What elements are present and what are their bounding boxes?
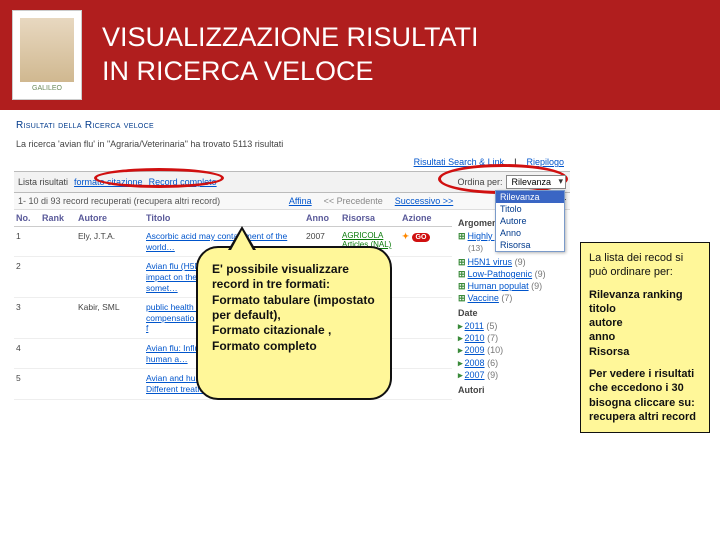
callout-line: Formato tabulare (impostato per default)… [212,293,376,324]
sort-option-autore[interactable]: Autore [496,215,564,227]
expand-icon[interactable]: ⊞ [458,293,466,303]
formato-citazione-link[interactable]: formato citazione [74,177,143,187]
cell-no: 2 [14,261,40,293]
results-heading: Risultati della Ricerca veloce [14,116,570,137]
expand-icon[interactable]: ▸ [458,321,463,331]
expand-icon[interactable]: ▸ [458,358,463,368]
search-link-link[interactable]: Risultati Search & Link [414,157,505,167]
col-autore: Autore [76,213,144,223]
callout-formats: E' possibile visualizzare record in tre … [196,246,392,400]
cell-author: Ely, J.T.A. [76,231,144,252]
callout-item: titolo [589,302,701,316]
search-summary: La ricerca 'avian flu' in "Agraria/Veter… [14,137,570,155]
prev-link[interactable]: << Precedente [324,196,383,206]
sort-option-anno[interactable]: Anno [496,227,564,239]
separator: | [514,157,516,167]
cell-rank [40,231,76,252]
filter-item[interactable]: ⊞Vaccine (7) [458,292,568,304]
slide-title: VISUALIZZAZIONE RISULTATI IN RICERCA VEL… [102,21,479,89]
title-line-1: VISUALIZZAZIONE RISULTATI [102,21,479,55]
go-button[interactable]: GO [412,233,431,242]
filter-item[interactable]: ▸2011 (5) [458,320,568,332]
table-header: No. Rank Autore Titolo Anno Risorsa Azio… [14,210,452,227]
cell-no: 4 [14,343,40,364]
col-rank: Rank [40,213,76,223]
col-risorsa: Risorsa [340,213,400,223]
filter-item[interactable]: ⊞H5N1 virus (9) [458,256,568,268]
sort-dropdown[interactable]: Rilevanza Rilevanza Titolo Autore Anno R… [506,175,566,189]
date-heading: Date [458,308,568,318]
lista-risultati-label: Lista risultati [18,177,68,187]
sort-dropdown-value: Rilevanza [511,177,551,187]
cell-author: Kabir, SML [76,302,144,334]
format-toolbar: Lista risultati formato citazione Record… [14,171,570,193]
expand-icon[interactable]: ▸ [458,333,463,343]
affina-link[interactable]: Affina [289,196,312,206]
filter-item[interactable]: ⊞Low-Pathogenic (9) [458,268,568,280]
cell-no: 3 [14,302,40,334]
cell-action: ✦ GO [400,231,440,252]
sort-dropdown-menu: Rilevanza Titolo Autore Anno Risorsa [495,190,565,252]
portrait-image [20,18,74,82]
callout-line: Formato completo [212,339,376,354]
sort-option-risorsa[interactable]: Risorsa [496,239,564,251]
pager-row: 1- 10 di 93 record recuperati (recupera … [14,193,570,210]
portrait-caption: GALILEO [32,85,62,92]
expand-icon[interactable]: ⊞ [458,257,466,267]
expand-icon[interactable]: ⊞ [458,281,466,291]
expand-icon[interactable]: ⊞ [458,231,466,241]
filter-item[interactable]: ▸2010 (7) [458,332,568,344]
slide-header: GALILEO VISUALIZZAZIONE RISULTATI IN RIC… [0,0,720,110]
callout-item: anno [589,330,701,344]
portrait-thumbnail: GALILEO [12,10,82,100]
expand-icon[interactable]: ▸ [458,345,463,355]
sort-option-rilevanza[interactable]: Rilevanza [496,191,564,203]
expand-icon[interactable]: ▸ [458,370,463,380]
ordina-per-label: Ordina per: [457,177,502,187]
col-azione: Azione [400,213,440,223]
callout-text: La lista dei recod si può ordinare per: [589,251,701,280]
cell-no: 1 [14,231,40,252]
col-titolo: Titolo [144,213,304,223]
callout-sort: La lista dei recod si può ordinare per: … [580,242,710,433]
cell-no: 5 [14,373,40,394]
pager-range: 1- 10 di 93 record recuperati (recupera … [18,196,220,206]
plus-icon[interactable]: ✦ [402,231,409,241]
autori-heading: Autori [458,385,568,395]
callout-item: autore [589,316,701,330]
filter-item[interactable]: ▸2009 (10) [458,344,568,356]
cell-author [76,261,144,293]
filter-item[interactable]: ▸2007 (9) [458,369,568,381]
callout-line: E' possibile visualizzare record in tre … [212,262,376,293]
next-link[interactable]: Successivo >> [395,196,454,206]
top-links: Risultati Search & Link | Riepilogo [14,155,570,169]
callout-item: Rilevanza ranking [589,288,701,302]
sort-option-titolo[interactable]: Titolo [496,203,564,215]
riepilogo-link[interactable]: Riepilogo [526,157,564,167]
filter-item[interactable]: ⊞Human populat (9) [458,280,568,292]
callout-line: Formato citazionale , [212,323,376,338]
filter-item[interactable]: ▸2008 (6) [458,357,568,369]
col-no: No. [14,213,40,223]
expand-icon[interactable]: ⊞ [458,269,466,279]
record-completo-link[interactable]: Record completo [149,177,217,187]
col-anno: Anno [304,213,340,223]
callout-text: Per vedere i risultati che eccedono i 30… [589,367,701,424]
date-list: ▸2011 (5) ▸2010 (7) ▸2009 (10) ▸2008 (6)… [458,320,568,381]
callout-item: Risorsa [589,345,701,359]
title-line-2: IN RICERCA VELOCE [102,55,479,89]
